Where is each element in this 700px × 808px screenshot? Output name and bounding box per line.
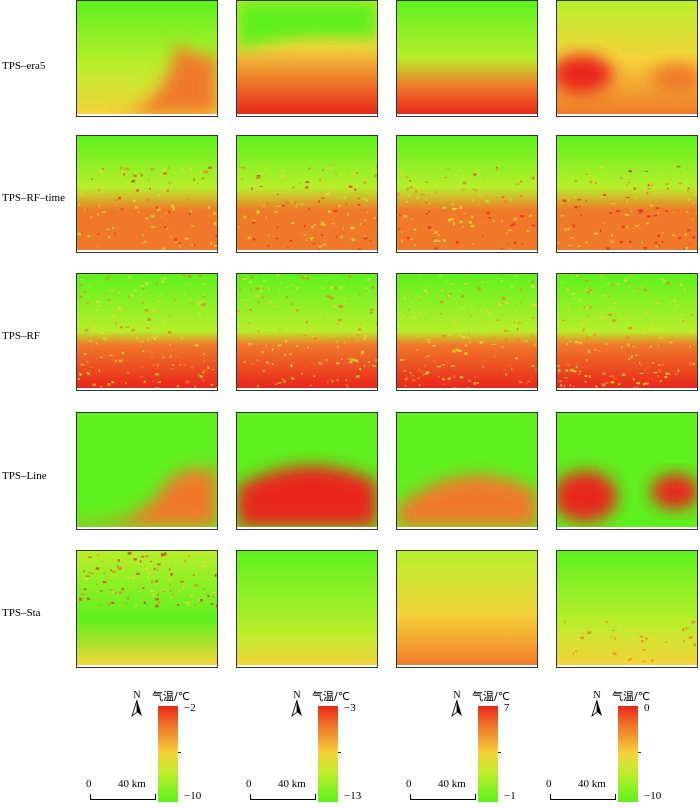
scale-line — [250, 794, 316, 800]
legend-4: N 气温/℃ 0 −10 0 40 km — [536, 688, 696, 804]
map-panel — [236, 550, 378, 668]
colorbar-max: 0 — [644, 702, 650, 714]
scale-distance: 40 km — [278, 778, 306, 790]
north-label: N — [593, 690, 600, 701]
row-label-sta: TPS–Sta — [2, 607, 41, 619]
colorbar-max: −2 — [184, 702, 196, 714]
row-label-era5: TPS–era5 — [2, 60, 45, 72]
north-arrow-icon: N — [290, 688, 304, 718]
north-arrow-icon: N — [450, 688, 464, 718]
colorbar-max: 7 — [504, 702, 510, 714]
map-panel — [556, 550, 698, 668]
scale-line — [410, 794, 476, 800]
north-label: N — [133, 690, 140, 701]
row-label-line: TPS–Line — [2, 470, 47, 482]
row-label-rf: TPS–RF — [2, 330, 40, 342]
colorbar-max: −3 — [344, 702, 356, 714]
scale-zero: 0 — [86, 778, 92, 790]
map-panel — [76, 550, 218, 668]
map-panel — [76, 412, 218, 530]
map-panel — [76, 135, 218, 253]
map-panel — [76, 273, 218, 391]
map-panel — [396, 273, 538, 391]
map-panel — [236, 273, 378, 391]
scale-distance: 40 km — [578, 778, 606, 790]
scale-distance: 40 km — [438, 778, 466, 790]
map-panel — [396, 135, 538, 253]
north-label: N — [293, 690, 300, 701]
scale-zero: 0 — [406, 778, 412, 790]
colorbar-tick — [338, 752, 341, 753]
map-panel — [236, 0, 378, 117]
map-panel — [396, 550, 538, 668]
map-panel — [556, 135, 698, 253]
map-panel — [76, 0, 218, 117]
map-panel — [396, 0, 538, 117]
north-arrow-icon: N — [130, 688, 144, 718]
row-label-rf-time: TPS–RF–time — [2, 192, 65, 204]
colorbar-tick — [498, 752, 501, 753]
legend-1: N 气温/℃ −2 −10 0 40 km — [76, 688, 236, 804]
colorbar-tick — [638, 752, 641, 753]
north-arrow-icon: N — [590, 688, 604, 718]
scale-zero: 0 — [546, 778, 552, 790]
map-panel — [396, 412, 538, 530]
scale-line — [90, 794, 156, 800]
legend-3: N 气温/℃ 7 −1 0 40 km — [396, 688, 556, 804]
scale-zero: 0 — [246, 778, 252, 790]
scale-line — [550, 794, 616, 800]
legend-2: N 气温/℃ −3 −13 0 40 km — [236, 688, 396, 804]
map-panel — [236, 412, 378, 530]
map-panel — [556, 0, 698, 117]
map-panel — [556, 273, 698, 391]
map-panel — [556, 412, 698, 530]
colorbar-tick — [178, 752, 181, 753]
north-label: N — [453, 690, 460, 701]
scale-distance: 40 km — [118, 778, 146, 790]
map-panel — [236, 135, 378, 253]
